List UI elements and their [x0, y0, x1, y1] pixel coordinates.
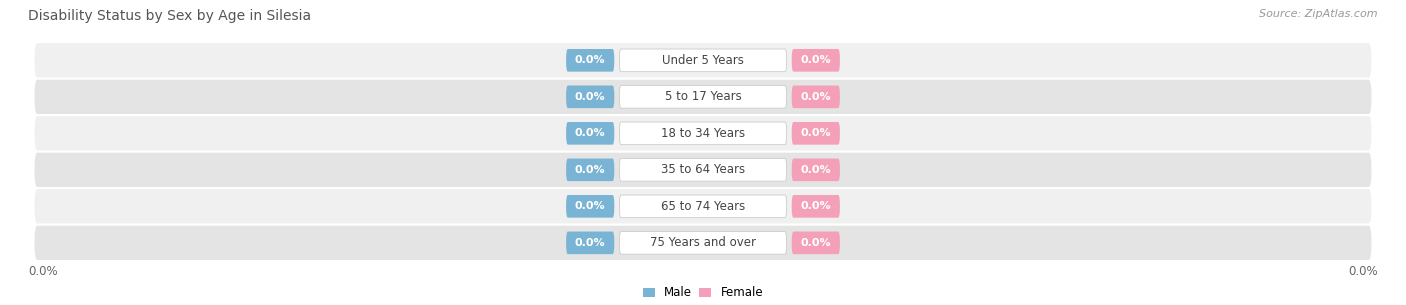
FancyBboxPatch shape	[792, 231, 839, 254]
Text: 0.0%: 0.0%	[800, 165, 831, 175]
Text: 0.0%: 0.0%	[28, 265, 58, 278]
FancyBboxPatch shape	[792, 85, 839, 108]
Text: Disability Status by Sex by Age in Silesia: Disability Status by Sex by Age in Siles…	[28, 9, 311, 23]
Text: 0.0%: 0.0%	[575, 238, 606, 248]
FancyBboxPatch shape	[620, 159, 786, 181]
Text: 0.0%: 0.0%	[800, 92, 831, 102]
Text: Under 5 Years: Under 5 Years	[662, 54, 744, 67]
FancyBboxPatch shape	[567, 49, 614, 72]
FancyBboxPatch shape	[567, 231, 614, 254]
FancyBboxPatch shape	[620, 195, 786, 218]
FancyBboxPatch shape	[35, 80, 1371, 114]
FancyBboxPatch shape	[792, 49, 839, 72]
Text: 75 Years and over: 75 Years and over	[650, 236, 756, 249]
Text: 0.0%: 0.0%	[1348, 265, 1378, 278]
Text: 0.0%: 0.0%	[800, 55, 831, 65]
FancyBboxPatch shape	[35, 153, 1371, 187]
Text: 0.0%: 0.0%	[575, 201, 606, 211]
Text: 35 to 64 Years: 35 to 64 Years	[661, 163, 745, 176]
FancyBboxPatch shape	[620, 231, 786, 254]
Text: 0.0%: 0.0%	[575, 165, 606, 175]
FancyBboxPatch shape	[620, 49, 786, 72]
FancyBboxPatch shape	[792, 159, 839, 181]
FancyBboxPatch shape	[792, 122, 839, 145]
FancyBboxPatch shape	[567, 195, 614, 218]
FancyBboxPatch shape	[35, 116, 1371, 150]
Text: 18 to 34 Years: 18 to 34 Years	[661, 127, 745, 140]
Text: 0.0%: 0.0%	[575, 92, 606, 102]
Text: 0.0%: 0.0%	[800, 238, 831, 248]
Text: 0.0%: 0.0%	[575, 55, 606, 65]
FancyBboxPatch shape	[567, 85, 614, 108]
FancyBboxPatch shape	[35, 226, 1371, 260]
Text: 5 to 17 Years: 5 to 17 Years	[665, 90, 741, 103]
FancyBboxPatch shape	[620, 85, 786, 108]
Text: 0.0%: 0.0%	[800, 201, 831, 211]
FancyBboxPatch shape	[792, 195, 839, 218]
FancyBboxPatch shape	[620, 122, 786, 145]
Text: 0.0%: 0.0%	[800, 128, 831, 138]
FancyBboxPatch shape	[567, 122, 614, 145]
Text: Source: ZipAtlas.com: Source: ZipAtlas.com	[1260, 9, 1378, 19]
FancyBboxPatch shape	[567, 159, 614, 181]
Legend: Male, Female: Male, Female	[638, 282, 768, 304]
FancyBboxPatch shape	[35, 43, 1371, 77]
Text: 65 to 74 Years: 65 to 74 Years	[661, 200, 745, 213]
FancyBboxPatch shape	[35, 189, 1371, 224]
Text: 0.0%: 0.0%	[575, 128, 606, 138]
